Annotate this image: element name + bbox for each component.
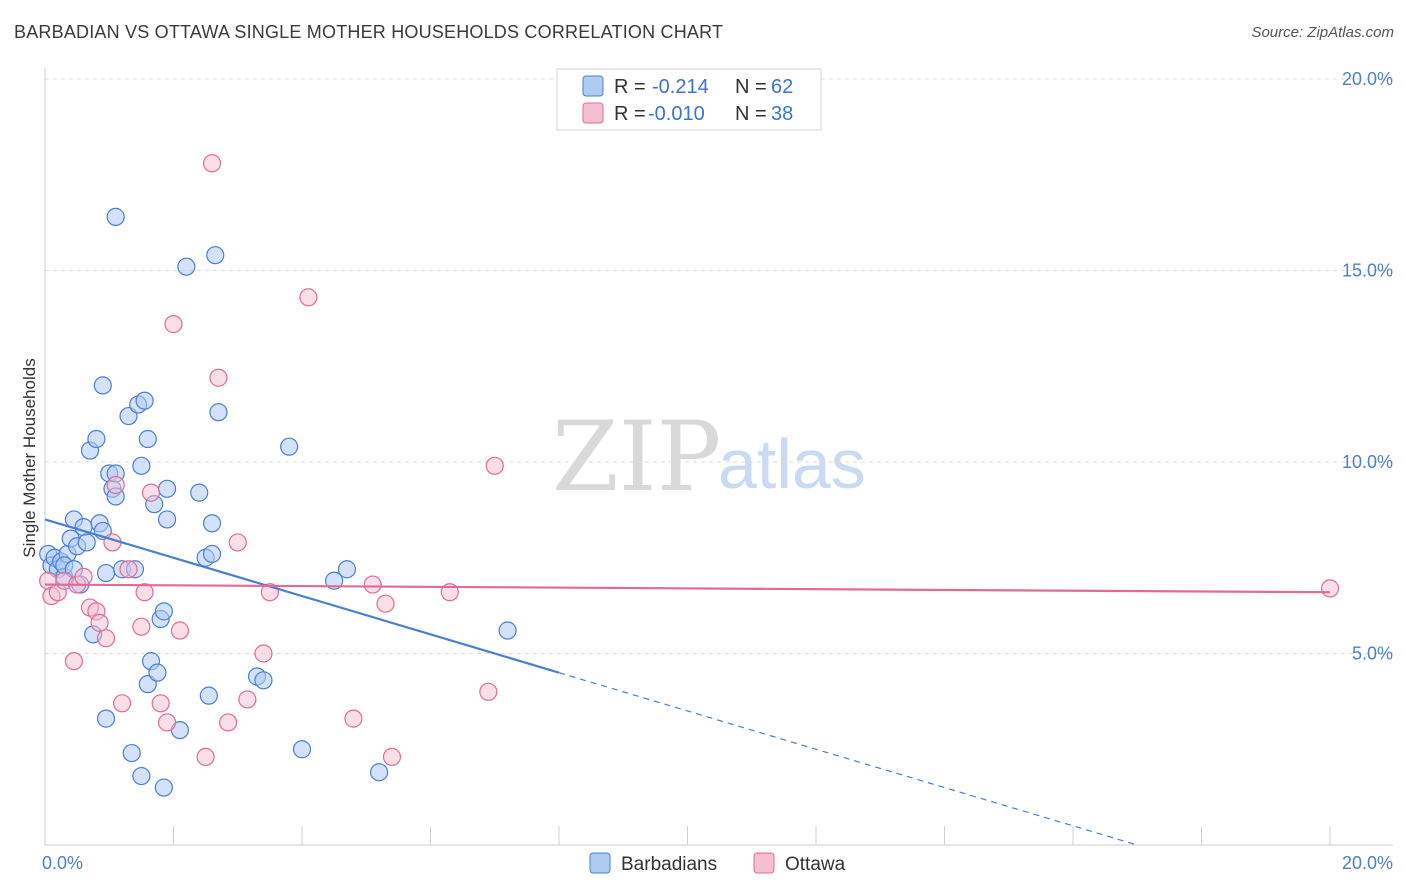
ottawa-point-27 xyxy=(238,690,257,709)
barbadians-point-59 xyxy=(325,571,344,590)
ottawa-point-21 xyxy=(170,621,190,640)
legend-swatch-ottawa xyxy=(582,102,604,124)
ottawa-point-25 xyxy=(219,713,238,732)
chart-title: BARBADIAN VS OTTAWA SINGLE MOTHER HOUSEH… xyxy=(14,22,724,42)
barbadians-point-32 xyxy=(132,456,151,475)
barbadians-points xyxy=(39,207,517,797)
grid-lines xyxy=(45,78,1393,654)
y-tick-label-2: 15.0% xyxy=(1342,261,1393,281)
ottawa-point-17 xyxy=(141,483,161,502)
trend-lines xyxy=(44,518,1331,846)
watermark-zip: ZIP xyxy=(552,401,721,513)
legend-r-label-2: R = xyxy=(614,103,646,125)
ottawa-point-13 xyxy=(112,694,132,713)
ottawa-point-16 xyxy=(135,583,154,602)
barbadians-point-22 xyxy=(96,563,116,583)
bottom-swatch-ottawa xyxy=(753,852,775,874)
barbadians-point-56 xyxy=(254,671,273,690)
tick-labels: 5.0% 10.0% 15.0% 20.0% 0.0% 20.0% xyxy=(42,69,1393,873)
barbadians-point-51 xyxy=(202,544,222,564)
ottawa-point-30 xyxy=(299,288,318,307)
series-legend: Barbadians Ottawa xyxy=(589,852,846,875)
barbadians-point-13 xyxy=(77,533,96,552)
ottawa-point-34 xyxy=(382,747,402,767)
x-tick-label-0: 0.0% xyxy=(42,853,83,873)
barbadians-point-53 xyxy=(209,403,228,422)
ottawa-point-6 xyxy=(74,567,93,587)
barbadians-point-57 xyxy=(280,437,299,456)
ottawa-point-31 xyxy=(344,709,363,728)
legend-r-value-2: -0.010 xyxy=(648,103,705,125)
barbadians-point-42 xyxy=(106,207,125,226)
ottawa-point-14 xyxy=(119,560,138,579)
ottawa-point-12 xyxy=(106,475,125,495)
barbadians-point-43 xyxy=(132,766,151,786)
bottom-legend-ottawa: Ottawa xyxy=(785,854,846,875)
chart-source: Source: ZipAtlas.com xyxy=(1251,24,1394,41)
y-tick-label-0: 5.0% xyxy=(1352,644,1393,664)
ottawa-point-32 xyxy=(363,575,382,594)
ottawa-point-28 xyxy=(254,644,273,663)
barbadians-point-17 xyxy=(87,429,106,449)
ottawa-point-9 xyxy=(90,613,109,632)
barbadians-point-20 xyxy=(96,709,116,728)
y-tick-label-1: 10.0% xyxy=(1342,452,1393,472)
barbadians-point-47 xyxy=(177,257,196,276)
ottawa-point-19 xyxy=(157,713,177,732)
ottawa-point-37 xyxy=(485,456,504,475)
barbadians-point-45 xyxy=(157,479,177,498)
barbadians-point-58 xyxy=(292,740,312,759)
ottawa-point-20 xyxy=(164,315,183,334)
ottawa-point-10 xyxy=(96,629,116,648)
x-tick-label-1: 20.0% xyxy=(1342,853,1393,873)
ottawa-point-4 xyxy=(64,652,84,671)
ottawa-point-22 xyxy=(196,747,215,767)
bottom-swatch-barbadians xyxy=(589,852,611,874)
legend-swatch-barbadians xyxy=(582,75,604,97)
y-axis-label: Single Mother Households xyxy=(20,358,39,557)
ottawa-point-36 xyxy=(479,682,498,701)
barbadians-point-60 xyxy=(337,560,357,579)
legend-n-value-1: 62 xyxy=(771,76,793,98)
barbadians-point-44 xyxy=(154,778,173,797)
y-tick-label-3: 20.0% xyxy=(1342,69,1393,89)
barbadians-point-29 xyxy=(122,743,141,763)
bottom-legend-barbadians: Barbadians xyxy=(621,854,717,875)
legend-r-label-1: R = xyxy=(614,76,646,98)
barbadians-point-19 xyxy=(93,376,112,395)
barbadians-trend-extension xyxy=(558,672,1138,846)
ottawa-point-33 xyxy=(376,594,395,613)
ottawa-trend-line xyxy=(44,583,1331,594)
barbadians-point-41 xyxy=(157,510,177,529)
barbadians-point-33 xyxy=(135,391,154,410)
axes xyxy=(44,68,1393,846)
ottawa-point-23 xyxy=(202,154,222,173)
barbadians-point-52 xyxy=(206,246,225,265)
barbadians-point-48 xyxy=(190,483,209,502)
ottawa-point-15 xyxy=(132,617,151,636)
watermark-atlas: atlas xyxy=(718,425,866,503)
legend-n-value-2: 38 xyxy=(771,103,793,125)
stats-legend: R = -0.214 N = 62 R = -0.010 N = 38 xyxy=(556,68,822,131)
barbadians-point-40 xyxy=(154,602,173,621)
legend-r-value-1: -0.214 xyxy=(652,76,709,98)
legend-n-label-1: N = xyxy=(735,76,767,98)
ottawa-point-24 xyxy=(209,368,228,387)
ottawa-point-18 xyxy=(151,694,170,713)
barbadians-point-54 xyxy=(202,514,222,533)
barbadians-point-61 xyxy=(370,763,389,782)
barbadians-point-62 xyxy=(498,621,517,640)
barbadians-point-38 xyxy=(148,663,167,682)
barbadians-trend-line xyxy=(44,518,560,674)
barbadians-point-50 xyxy=(199,686,218,705)
legend-n-label-2: N = xyxy=(735,103,767,125)
ottawa-point-26 xyxy=(228,533,247,552)
barbadians-point-34 xyxy=(138,429,157,449)
ottawa-point-38 xyxy=(1320,579,1340,598)
